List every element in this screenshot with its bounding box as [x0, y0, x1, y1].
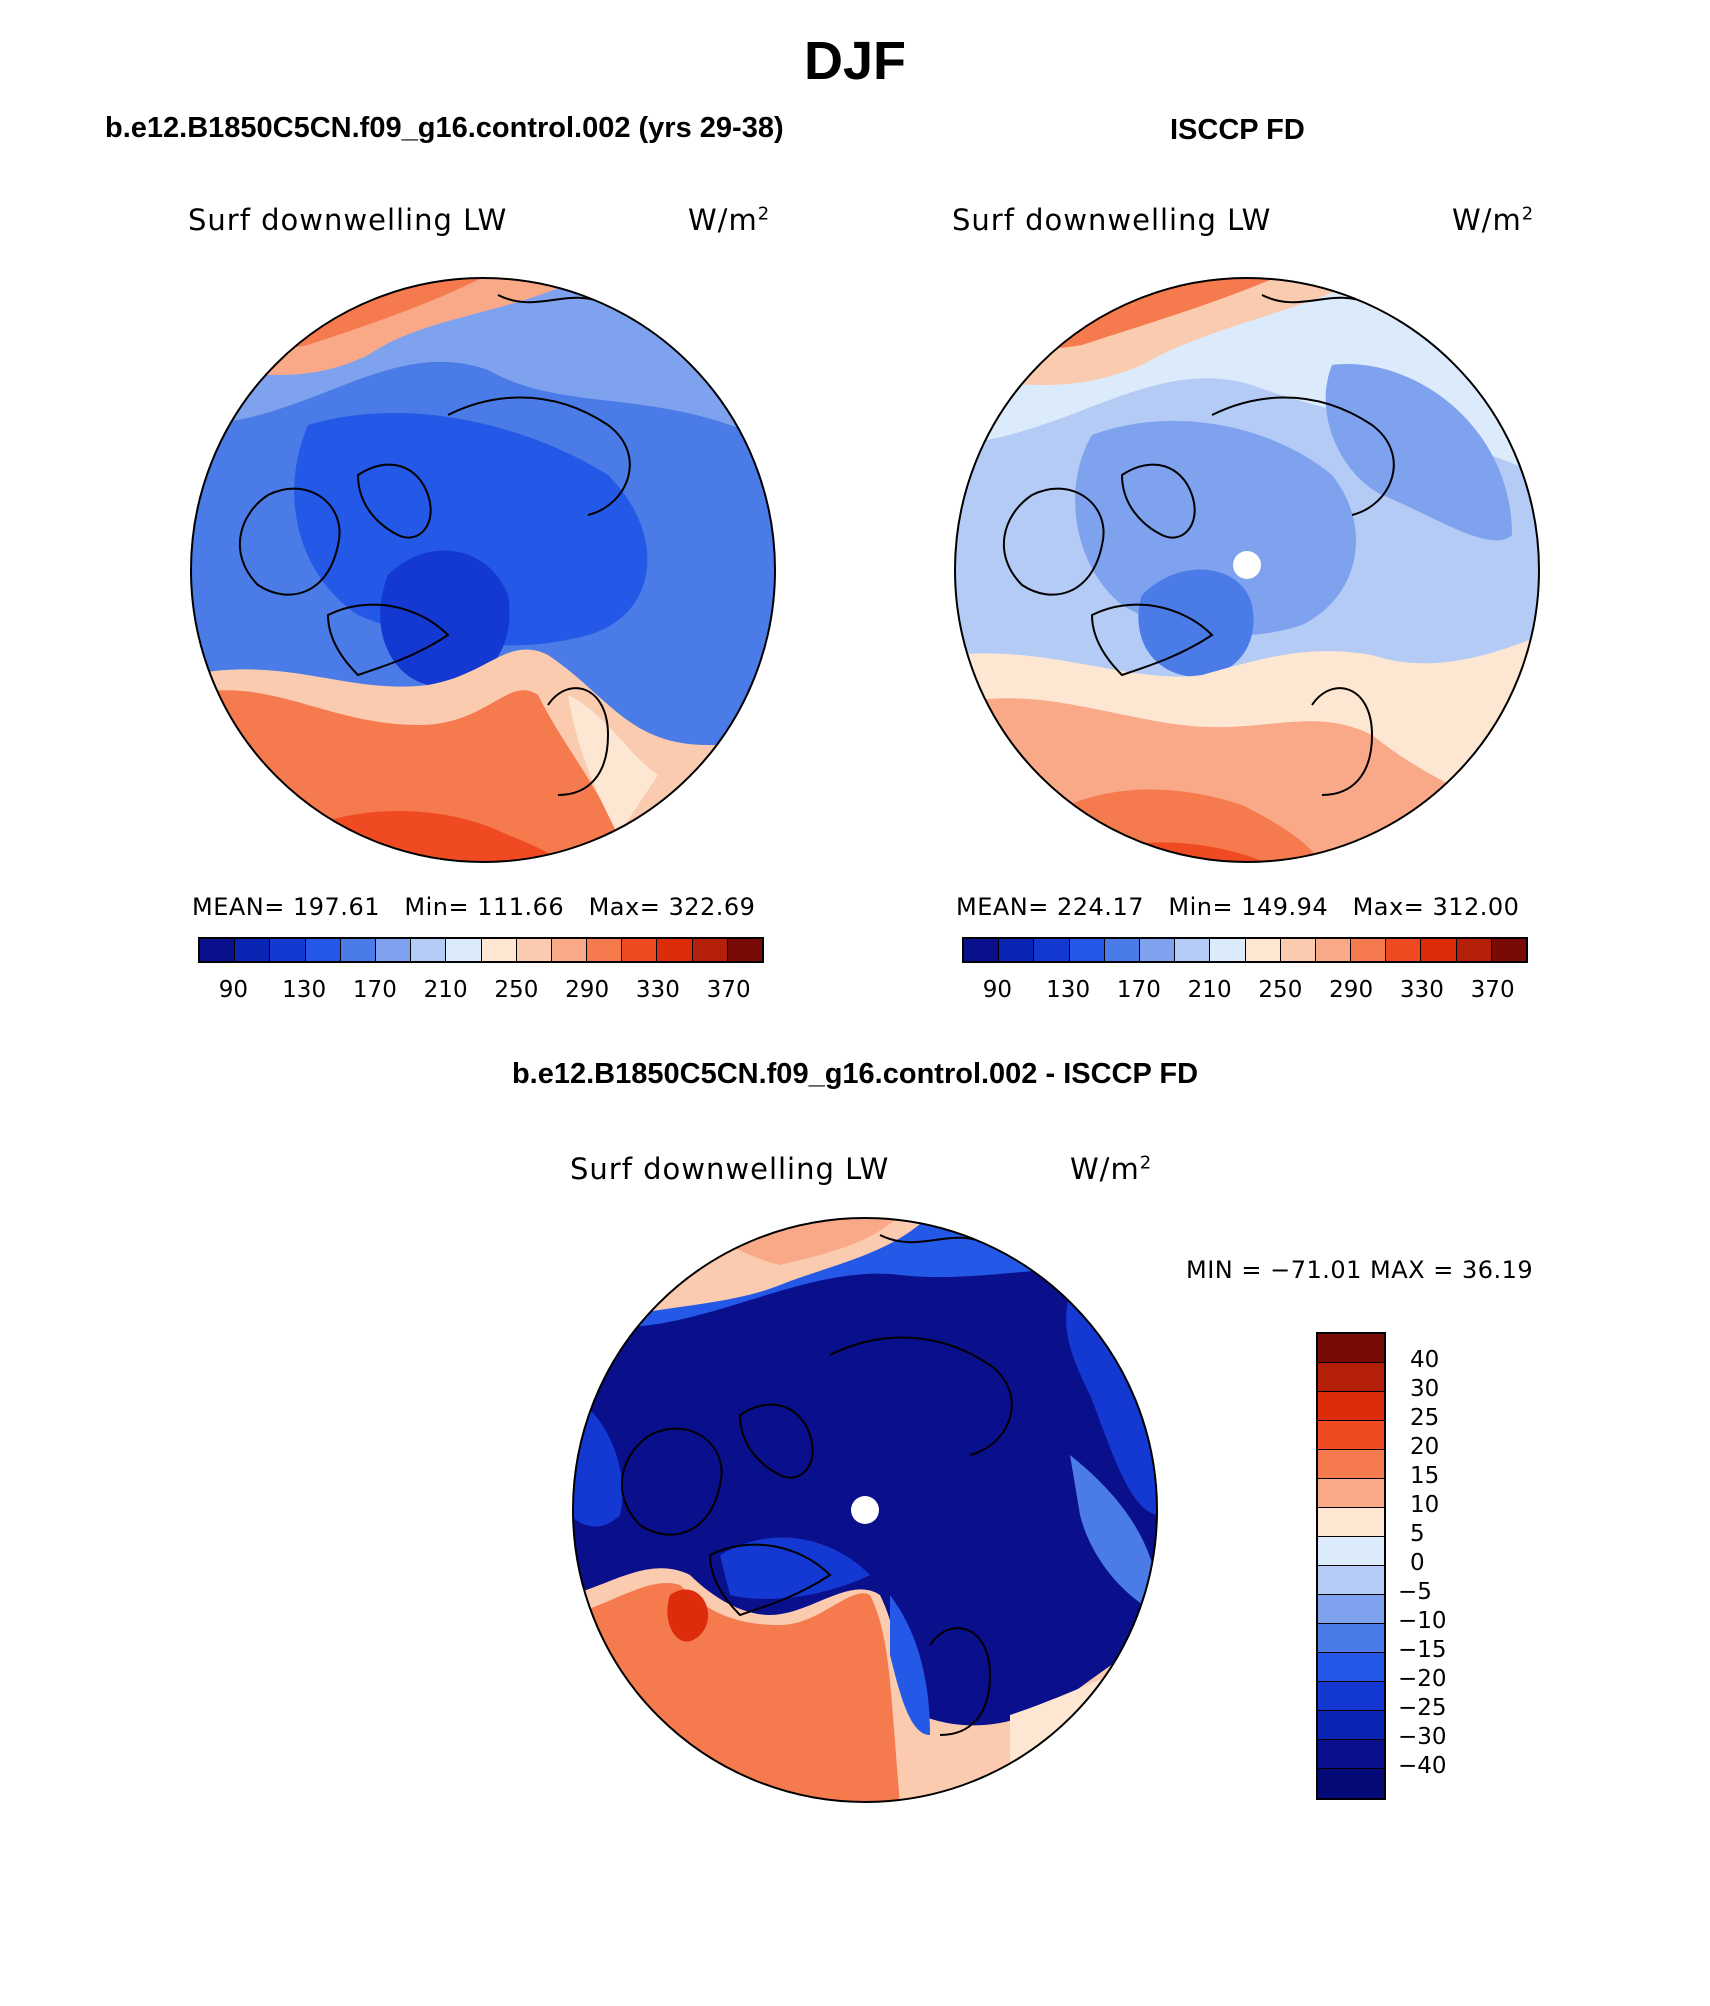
colorbar-tick-label: −15 — [1398, 1637, 1447, 1663]
colorbar-swatch — [1318, 1740, 1384, 1769]
diff-panel-variable: Surf downwelling LW — [570, 1152, 890, 1186]
colorbar-swatch — [375, 939, 412, 961]
colorbar-tick-label: 40 — [1410, 1347, 1440, 1373]
colorbar-swatch — [200, 939, 236, 961]
colorbar-swatch — [1315, 939, 1352, 961]
colorbar-tick-label: 130 — [282, 977, 327, 1003]
colorbar-swatch — [1245, 939, 1281, 961]
colorbar-swatch — [1318, 1769, 1384, 1798]
colorbar-tick-label: 30 — [1410, 1376, 1440, 1402]
colorbar-tick-label: −10 — [1398, 1608, 1447, 1634]
panel-2-variable: Surf downwelling LW — [952, 203, 1272, 237]
panel-1-map — [190, 277, 776, 863]
colorbar-tick-label: 370 — [706, 977, 751, 1003]
colorbar-swatch — [1034, 939, 1070, 961]
colorbar-tick-label: 210 — [423, 977, 468, 1003]
colorbar-swatch — [516, 939, 552, 961]
colorbar-tick-label: 170 — [352, 977, 397, 1003]
colorbar-swatch — [305, 939, 341, 961]
colorbar-tick-label: 15 — [1410, 1463, 1440, 1489]
colorbar-swatch — [622, 939, 658, 961]
colorbar-tick-label: 25 — [1410, 1405, 1440, 1431]
panel-2-stats: MEAN= 224.17 Min= 149.94 Max= 312.00 — [956, 893, 1520, 921]
colorbar-tick-label: 90 — [218, 977, 249, 1003]
colorbar-swatch — [999, 939, 1035, 961]
panel-2-colorbar — [962, 937, 1528, 963]
colorbar-swatch — [964, 939, 1000, 961]
diff-panel-units: W/m2 — [1070, 1152, 1153, 1186]
panel-2-title: ISCCP FD — [1170, 114, 1305, 146]
colorbar-swatch — [587, 939, 623, 961]
colorbar-tick-label: 330 — [635, 977, 680, 1003]
colorbar-tick-label: 5 — [1410, 1521, 1425, 1547]
colorbar-tick-label: 10 — [1410, 1492, 1440, 1518]
panel-2-map — [954, 277, 1540, 863]
colorbar-swatch — [692, 939, 728, 961]
colorbar-swatch — [1069, 939, 1105, 961]
colorbar-swatch — [1318, 1711, 1384, 1740]
diff-panel-map — [572, 1217, 1158, 1803]
colorbar-swatch — [340, 939, 376, 961]
panel-1-variable: Surf downwelling LW — [188, 203, 508, 237]
colorbar-tick-label: 290 — [565, 977, 610, 1003]
colorbar-swatch — [1210, 939, 1246, 961]
colorbar-swatch — [1421, 939, 1457, 961]
colorbar-swatch — [1318, 1363, 1384, 1392]
panel-1-title: b.e12.B1850C5CN.f09_g16.control.002 (yrs… — [105, 112, 784, 144]
figure-title: DJF — [803, 31, 906, 91]
diff-colorbar-labels: 40 30 25 20 15 10 5 0 −5 −10 −15 −20 −25 −30 −40 — [1398, 1332, 1518, 1796]
colorbar-swatch — [270, 939, 306, 961]
colorbar-swatch — [1456, 939, 1492, 961]
colorbar-tick-label: 250 — [494, 977, 539, 1003]
colorbar-swatch — [1104, 939, 1140, 961]
colorbar-swatch — [1318, 1595, 1384, 1624]
colorbar-tick-label: 20 — [1410, 1434, 1440, 1460]
colorbar-swatch — [1318, 1682, 1384, 1711]
colorbar-swatch — [1175, 939, 1211, 961]
colorbar-tick-label: 0 — [1410, 1550, 1425, 1576]
colorbar-swatch — [1386, 939, 1422, 961]
panel-1-stats: MEAN= 197.61 Min= 111.66 Max= 322.69 — [192, 893, 756, 921]
colorbar-tick-label: −5 — [1398, 1579, 1432, 1605]
colorbar-tick-label: 170 — [1116, 977, 1161, 1003]
diff-panel-minmax: MIN = −71.01 MAX = 36.19 — [1186, 1256, 1534, 1284]
colorbar-swatch — [1318, 1450, 1384, 1479]
panel-2-units: W/m2 — [1452, 203, 1535, 237]
colorbar-swatch — [1318, 1392, 1384, 1421]
colorbar-tick-label: −30 — [1398, 1724, 1447, 1750]
colorbar-tick-label: 290 — [1329, 977, 1374, 1003]
colorbar-swatch — [1491, 939, 1526, 961]
colorbar-swatch — [727, 939, 762, 961]
colorbar-tick-label: 370 — [1470, 977, 1515, 1003]
colorbar-swatch — [1318, 1508, 1384, 1537]
colorbar-swatch — [1318, 1421, 1384, 1450]
colorbar-swatch — [1318, 1479, 1384, 1508]
colorbar-swatch — [657, 939, 693, 961]
colorbar-swatch — [235, 939, 271, 961]
colorbar-swatch — [411, 939, 447, 961]
colorbar-tick-label: 210 — [1187, 977, 1232, 1003]
diff-panel-title: b.e12.B1850C5CN.f09_g16.control.002 - IS… — [511, 1058, 1199, 1090]
colorbar-swatch — [1318, 1334, 1384, 1363]
diff-colorbar — [1316, 1332, 1386, 1800]
panel-1-units: W/m2 — [688, 203, 771, 237]
colorbar-tick-label: 130 — [1046, 977, 1091, 1003]
colorbar-swatch — [1318, 1624, 1384, 1653]
colorbar-swatch — [446, 939, 482, 961]
colorbar-tick-label: 90 — [982, 977, 1013, 1003]
colorbar-swatch — [1351, 939, 1387, 961]
colorbar-swatch — [1318, 1566, 1384, 1595]
colorbar-swatch — [551, 939, 588, 961]
colorbar-swatch — [1139, 939, 1176, 961]
panel-1-colorbar — [198, 937, 764, 963]
colorbar-swatch — [1280, 939, 1316, 961]
colorbar-swatch — [481, 939, 517, 961]
colorbar-tick-label: −40 — [1398, 1753, 1447, 1779]
colorbar-tick-label: −25 — [1398, 1695, 1447, 1721]
colorbar-tick-label: 330 — [1399, 977, 1444, 1003]
colorbar-swatch — [1318, 1537, 1384, 1566]
colorbar-swatch — [1318, 1653, 1384, 1682]
colorbar-tick-label: 250 — [1258, 977, 1303, 1003]
colorbar-tick-label: −20 — [1398, 1666, 1447, 1692]
